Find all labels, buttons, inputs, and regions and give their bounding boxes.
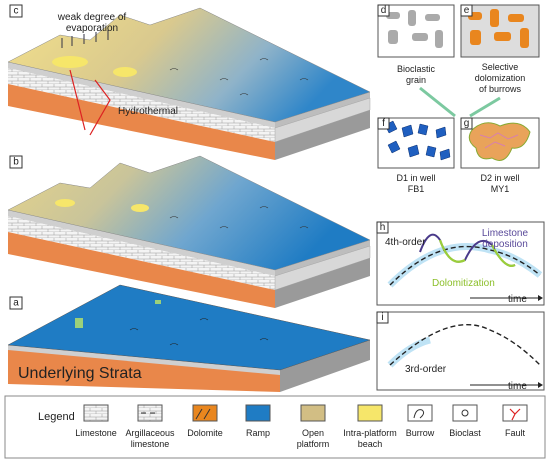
legend-label: platform <box>297 439 330 449</box>
panel-label: e <box>464 5 470 16</box>
caption: of burrows <box>479 84 522 94</box>
axis-label: time <box>508 294 527 305</box>
caption: FB1 <box>408 184 425 194</box>
curve-label: 3rd-order <box>405 364 447 375</box>
curve-label: 4th-order <box>385 237 426 248</box>
legend-label: limestone <box>131 439 170 449</box>
panel-label: d <box>381 5 387 16</box>
legend-label: Dolomite <box>187 428 223 438</box>
annotation: evaporation <box>66 23 118 34</box>
panel-d: d Bioclastic grain <box>377 4 455 85</box>
caption: MY1 <box>491 184 510 194</box>
legend-label: Limestone <box>75 428 117 438</box>
panel-label-box <box>9 4 23 18</box>
block-c: c weak degree of evaporation Hydrotherma… <box>7 4 371 161</box>
legend-title: Legend <box>38 411 75 423</box>
caption: D2 in well <box>480 173 519 183</box>
legend-label: Ramp <box>246 428 270 438</box>
legend-label: Argillaceous <box>125 428 175 438</box>
legend-label: Burrow <box>406 428 435 438</box>
caption: dolomization <box>475 73 526 83</box>
legend: Legend Limestone Argillaceous limestone … <box>4 395 546 459</box>
legend-label: Bioclast <box>449 428 481 438</box>
annotation: Underlying Strata <box>18 365 142 382</box>
legend-label: Fault <box>505 428 526 438</box>
annotation: Hydrothermal <box>118 106 178 117</box>
panel-h: h 4th-order Limestone deposition Dolomit… <box>376 221 545 306</box>
panel-label: a <box>13 298 19 309</box>
annotation: weak degree of <box>57 12 127 23</box>
panel-f: f D1 in well FB1 <box>377 117 455 194</box>
curve-label: deposition <box>482 239 528 250</box>
panel-label: b <box>13 157 19 168</box>
caption: Bioclastic <box>397 64 436 74</box>
panel-label: g <box>464 118 470 129</box>
caption: Selective <box>482 62 519 72</box>
legend-label: beach <box>358 439 383 449</box>
panel-label: c <box>14 6 19 17</box>
legend-label: Intra-platform <box>343 428 397 438</box>
panel-e: e Selective dolomization of burrows <box>460 4 540 94</box>
curve-label: Limestone <box>482 228 529 239</box>
axis-label: time <box>508 381 527 392</box>
block-a: a Underlying Strata <box>7 284 371 392</box>
panel-g: g D2 in well MY1 <box>460 117 540 194</box>
caption: D1 in well <box>396 173 435 183</box>
legend-label: Open <box>302 428 324 438</box>
panel-label-box <box>9 296 23 310</box>
arrow <box>419 86 501 118</box>
panel-label: f <box>382 118 385 129</box>
curve-label: Dolomitization <box>432 278 495 289</box>
panel-label: h <box>380 222 386 233</box>
block-b: b <box>7 155 371 309</box>
panel-label: i <box>381 312 383 323</box>
caption: grain <box>406 75 426 85</box>
panel-label-box <box>9 155 23 169</box>
panel-i: i 3rd-order time <box>376 311 545 392</box>
